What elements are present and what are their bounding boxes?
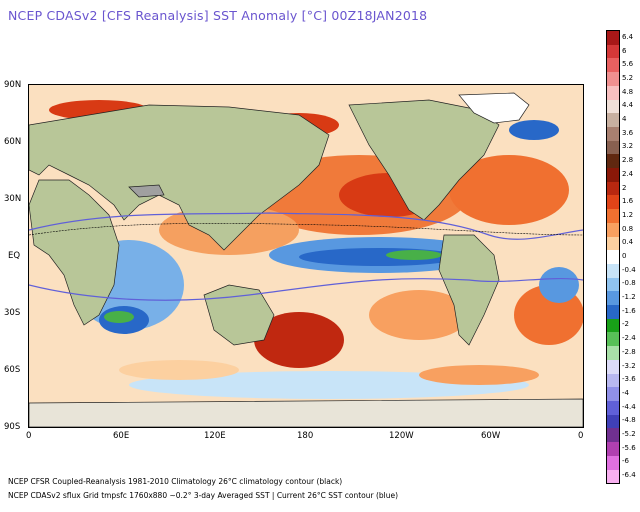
colorbar [606, 30, 620, 484]
colorbar-swatch [607, 126, 619, 141]
lon-label-60w: 60W [481, 431, 501, 441]
colorbar-tick-label: 4 [622, 115, 627, 124]
colorbar-swatch [607, 305, 619, 319]
lat-label-60n: 60N [4, 137, 22, 147]
colorbar-tick-label: -5.6 [622, 443, 636, 452]
colorbar-tick-label: 0.4 [622, 238, 634, 247]
tasman-sea-warm-anomaly [254, 312, 344, 368]
footer-line-2: NCEP CDASv2 sflux Grid tmpsfc 1760x880 ~… [8, 491, 399, 500]
colorbar-tick-label: -2 [622, 320, 629, 329]
colorbar-tick-label: -6 [622, 457, 629, 466]
colorbar-swatch [607, 236, 619, 251]
colorbar-swatch [607, 85, 619, 100]
current-26c-contour-south [29, 277, 583, 301]
colorbar-swatch [607, 469, 619, 484]
colorbar-tick-label: 4.8 [622, 87, 634, 96]
colorbar-tick-label: 6 [622, 46, 627, 55]
colorbar-swatch [607, 154, 619, 169]
colorbar-tick-label: -1.2 [622, 293, 636, 302]
colorbar-tick-label: 2 [622, 183, 627, 192]
colorbar-swatch [607, 99, 619, 114]
colorbar-tick-label: 0.8 [622, 224, 634, 233]
colorbar-tick-label: 1.2 [622, 210, 634, 219]
colorbar-swatch [607, 359, 619, 374]
lat-label-60s: 60S [4, 365, 21, 375]
colorbar-swatch [607, 181, 619, 196]
colorbar-swatch [607, 455, 619, 470]
lat-label-30n: 30N [4, 194, 22, 204]
colorbar-tick-label: -0.8 [622, 279, 636, 288]
lat-label-90s: 90S [4, 422, 21, 432]
colorbar-swatch [607, 250, 619, 264]
antarctica [29, 398, 583, 427]
colorbar-tick-label: 4.4 [622, 101, 634, 110]
footer-line-1: NCEP CFSR Coupled-Reanalysis 1981-2010 C… [8, 477, 343, 486]
colorbar-tick-label: 6.4 [622, 32, 634, 41]
colorbar-swatch [607, 168, 619, 182]
greenland [458, 92, 530, 124]
colorbar-tick-label: 3.6 [622, 128, 634, 137]
colorbar-swatch [607, 442, 619, 456]
map-title: NCEP CDASv2 [CFS Reanalysis] SST Anomaly… [8, 8, 428, 23]
colorbar-swatch [607, 31, 619, 45]
colorbar-swatch [607, 318, 619, 333]
colorbar-swatch [607, 44, 619, 59]
colorbar-tick-label: -1.6 [622, 306, 636, 315]
lon-label-60e: 60E [113, 431, 130, 441]
africa [29, 179, 120, 326]
colorbar-tick-label: 0 [622, 252, 627, 260]
tibetan-plateau [128, 184, 165, 198]
colorbar-tick-label: 5.6 [622, 60, 634, 69]
colorbar-swatch [607, 332, 619, 347]
lat-label-30s: 30S [4, 308, 21, 318]
colorbar-swatch [607, 387, 619, 401]
colorbar-tick-label: -0.4 [622, 265, 636, 274]
colorbar-swatch [607, 414, 619, 429]
colorbar-swatch [607, 195, 619, 210]
colorbar-swatch [607, 428, 619, 443]
lon-label-120w: 120W [389, 431, 414, 441]
map-canvas [29, 85, 583, 427]
colorbar-swatch [607, 222, 619, 237]
lat-label-90n: 90N [4, 80, 22, 90]
colorbar-swatch [607, 346, 619, 360]
current-26c-contour-north [29, 212, 583, 240]
lon-label-0: 0 [26, 431, 32, 441]
colorbar-tick-label: -4.4 [622, 402, 636, 411]
colorbar-tick-label: 2.8 [622, 156, 634, 165]
colorbar-swatch [607, 373, 619, 388]
colorbar-swatch [607, 263, 619, 278]
colorbar-tick-label: -2.8 [622, 347, 636, 356]
colorbar-swatch [607, 209, 619, 223]
colorbar-tick-label: -3.6 [622, 375, 636, 384]
colorbar-tick-label: 3.2 [622, 142, 634, 151]
colorbar-swatch [607, 277, 619, 292]
colorbar-tick-label: -5.2 [622, 430, 636, 439]
colorbar-swatch [607, 58, 619, 73]
lon-label-120e: 120E [204, 431, 226, 441]
colorbar-tick-label: -4.8 [622, 416, 636, 425]
south-america [438, 234, 500, 346]
colorbar-tick-label: -3.2 [622, 361, 636, 370]
climatology-26c-contour [29, 223, 583, 236]
colorbar-tick-label: -2.4 [622, 334, 636, 343]
colorbar-swatch [607, 72, 619, 86]
colorbar-swatch [607, 113, 619, 127]
colorbar-swatch [607, 400, 619, 415]
colorbar-swatch [607, 291, 619, 306]
lon-label-180: 180 [297, 431, 314, 441]
colorbar-tick-label: 5.2 [622, 73, 634, 82]
colorbar-tick-label: 2.4 [622, 169, 634, 178]
sst-anomaly-map [28, 84, 584, 428]
colorbar-tick-label: -6.4 [622, 471, 636, 480]
colorbar-tick-label: 1.6 [622, 197, 634, 206]
lat-label-eq: EQ [8, 251, 21, 261]
australia [203, 284, 275, 346]
colorbar-tick-label: -4 [622, 388, 629, 397]
colorbar-swatch [607, 140, 619, 155]
lon-label-0-east: 0 [578, 431, 584, 441]
